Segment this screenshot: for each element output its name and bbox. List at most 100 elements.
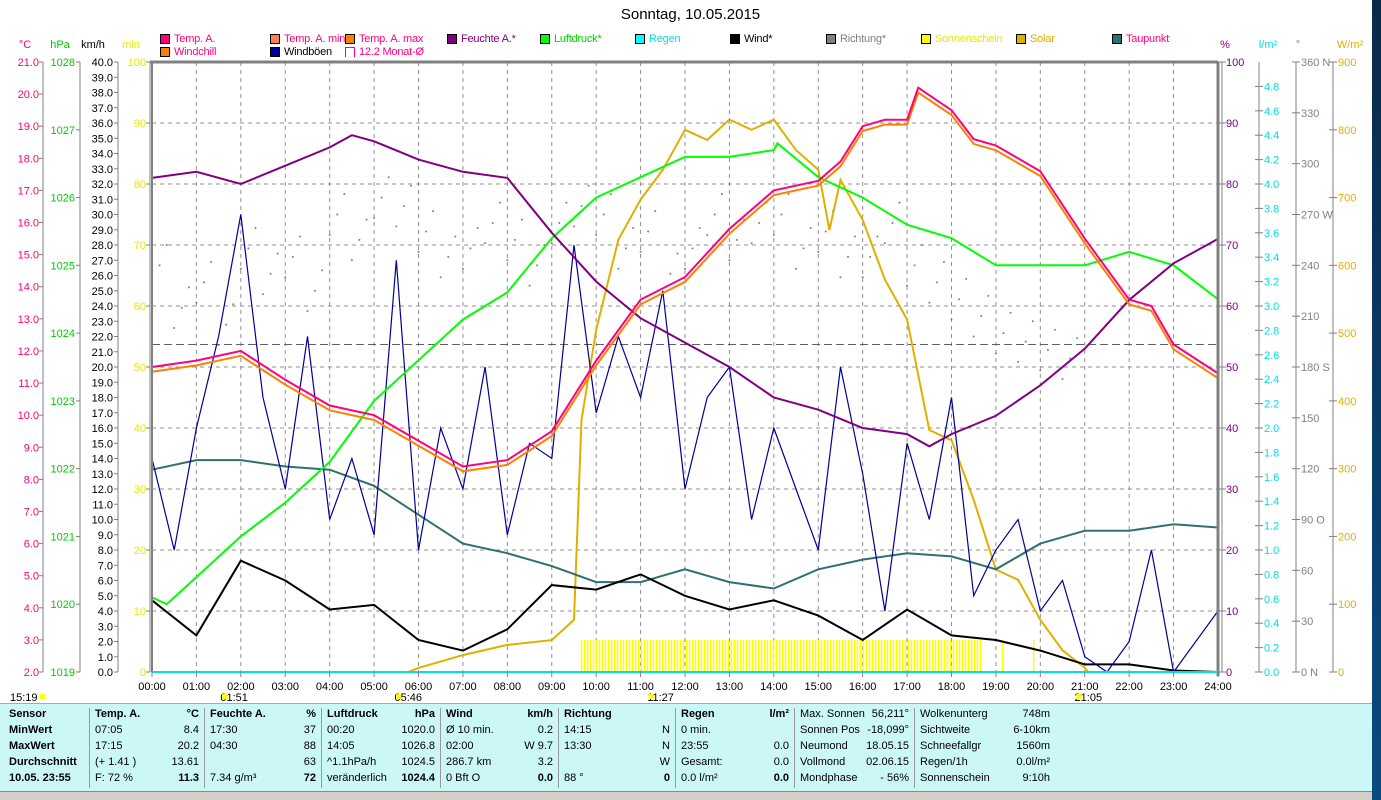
- stats-row: 0.0 l/m² 0.0: [676, 772, 794, 788]
- x-tick-label: 07:00: [449, 681, 477, 693]
- legend-item[interactable]: Temp. A. max: [345, 33, 423, 45]
- direction-point: [513, 238, 516, 241]
- axis-tick-label: 40.0: [92, 57, 113, 69]
- direction-point: [580, 205, 583, 208]
- axis-tick-label: 12.0: [18, 346, 39, 358]
- stats-row: F: 72 % 11.3: [90, 772, 204, 788]
- stats-row: 02:00 W 9.7: [441, 740, 558, 756]
- axis-tick-label: 10.0: [92, 515, 113, 527]
- stats-label: 00:20: [327, 724, 355, 736]
- direction-point: [284, 276, 287, 279]
- axis-unit-C: °C: [19, 39, 31, 51]
- axis-tick-label: 38.0: [92, 88, 113, 100]
- stats-row: MinWert: [4, 724, 89, 740]
- legend-item[interactable]: Solar: [1016, 33, 1055, 45]
- stats-label: Schneefallgr: [920, 740, 982, 752]
- axis-tick-label: 4.0: [98, 606, 113, 618]
- direction-point: [536, 264, 539, 267]
- legend-item[interactable]: Regen: [635, 33, 681, 45]
- stats-label: Luftdruck: [327, 708, 378, 720]
- legend-item[interactable]: Windböen: [270, 46, 332, 58]
- time-marker: 05:46: [395, 692, 423, 703]
- stats-row: 07:05 8.4: [90, 724, 204, 740]
- direction-point: [314, 289, 317, 292]
- stats-value: 0.0: [773, 740, 789, 752]
- axis-tick-label: 16.0: [92, 423, 113, 435]
- legend-swatch: [730, 34, 740, 44]
- legend-item[interactable]: Feuchte A.*: [447, 33, 516, 45]
- stats-value: 0.0: [537, 772, 553, 784]
- direction-point: [1061, 377, 1064, 380]
- legend-label: Windböen: [284, 46, 332, 58]
- stats-label: Sonnenschein: [920, 772, 990, 784]
- legend-item[interactable]: Windchill: [160, 46, 216, 58]
- legend-label: Sonnenschein: [935, 33, 1003, 45]
- axis-tick-label: 14.0: [92, 454, 113, 466]
- stats-value: 748m: [1022, 708, 1050, 720]
- stats-row: 286.7 km 3.2: [441, 756, 558, 772]
- stats-label: Neumond: [800, 740, 848, 752]
- axis-tick-label: 17.0: [18, 185, 39, 197]
- axis-tick-label: 3.0: [24, 635, 39, 647]
- direction-point: [321, 269, 324, 272]
- axis-tick-label: 14.0: [18, 282, 39, 294]
- direction-point: [180, 306, 183, 309]
- stats-header: Max. Sonnen 56,211°: [795, 708, 914, 724]
- axis-tick-label: 100: [1226, 57, 1244, 69]
- legend-item[interactable]: Richtung*: [826, 33, 886, 45]
- direction-point: [343, 193, 346, 196]
- stats-row: MaxWert: [4, 740, 89, 756]
- stats-label: 286.7 km: [446, 756, 492, 768]
- stats-header: Regen l/m²: [676, 708, 794, 724]
- axis-tick-label: 25.0: [92, 286, 113, 298]
- legend-label: 12.2 Monat-Ø: [359, 46, 424, 58]
- stats-label: 0 min.: [681, 724, 711, 736]
- legend-item[interactable]: Temp. A.: [160, 33, 215, 45]
- legend-item[interactable]: Taupunkt: [1112, 33, 1169, 45]
- x-tick-label: 00:00: [138, 681, 166, 693]
- direction-point: [876, 235, 879, 238]
- stats-label: 0 Bft O: [446, 772, 481, 784]
- direction-point: [617, 267, 620, 270]
- stats-row: veränderlich 1024.4: [322, 772, 440, 788]
- axis-tick-label: 0.0: [98, 667, 113, 679]
- direction-point: [965, 277, 968, 280]
- stats-row: Regen/1h 0.0l/m²: [915, 756, 1055, 772]
- stats-value: - 56%: [880, 772, 909, 784]
- direction-point: [950, 318, 953, 321]
- stats-value: 1020.0: [401, 724, 435, 736]
- axis-tick-label: 31.0: [92, 194, 113, 206]
- direction-point: [1031, 320, 1034, 323]
- stats-value: 0.0: [773, 756, 789, 768]
- x-tick-label: 06:00: [405, 681, 433, 693]
- stats-label: 0.0 l/m²: [681, 772, 718, 784]
- legend-item[interactable]: Wind*: [730, 33, 773, 45]
- stats-value: 88: [303, 740, 316, 752]
- stats-label: 07:05: [95, 724, 123, 736]
- axis-tick-label: 4.4: [1264, 130, 1279, 142]
- direction-point: [417, 250, 420, 253]
- direction-point: [698, 227, 701, 230]
- direction-point: [713, 213, 716, 216]
- x-tick-label: 09:00: [538, 681, 566, 693]
- legend-item[interactable]: Sonnenschein: [921, 33, 1003, 45]
- marker-icon: [1076, 694, 1082, 699]
- series-windchill: [151, 90, 1219, 473]
- window-border: [1372, 0, 1381, 800]
- direction-point: [802, 247, 805, 250]
- axis-tick-label: 18.0: [92, 393, 113, 405]
- direction-point: [247, 247, 250, 250]
- legend-item[interactable]: 12.2 Monat-Ø: [345, 46, 424, 58]
- axis-tick-label: 1.8: [1264, 447, 1279, 459]
- stats-row: Mondphase - 56%: [795, 772, 914, 788]
- legend-item[interactable]: Temp. A. min: [270, 33, 345, 45]
- legend-item[interactable]: Luftdruck*: [540, 33, 602, 45]
- axis-tick-label: 4.2: [1264, 155, 1279, 167]
- axis-tick-label: 1023: [51, 396, 75, 408]
- direction-point: [528, 284, 531, 287]
- legend-swatch: [160, 34, 170, 44]
- axis-tick-label: 1020: [51, 599, 75, 611]
- direction-point: [758, 221, 761, 224]
- stats-value: N: [662, 724, 670, 736]
- legend-label: Solar: [1030, 33, 1055, 45]
